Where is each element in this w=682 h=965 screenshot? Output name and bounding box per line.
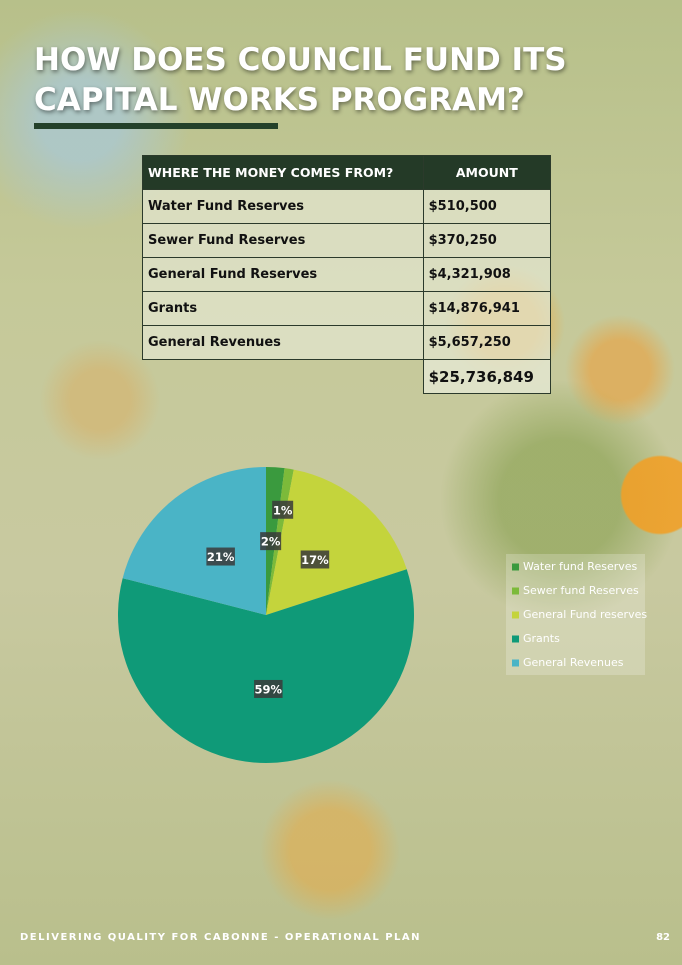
legend-swatch — [512, 563, 519, 571]
label-box — [260, 532, 282, 551]
funding-table: WHERE THE MONEY COMES FROM? AMOUNT Water… — [142, 155, 552, 394]
table-row: General Revenues $5,657,250 — [142, 325, 552, 360]
table-row: General Fund Reserves $4,321,908 — [142, 257, 552, 292]
legend-label: General Fund reserves — [523, 608, 647, 621]
amount-cell: $370,250 — [422, 223, 552, 258]
amount-cell: $510,500 — [422, 189, 552, 224]
total-cell: $25,736,849 — [422, 359, 552, 394]
label-box — [254, 679, 283, 698]
amount-cell: $5,657,250 — [422, 325, 552, 360]
pie-slice — [266, 469, 407, 615]
table-row: Water Fund Reserves $510,500 — [142, 189, 552, 224]
source-cell: Water Fund Reserves — [142, 189, 424, 224]
legend-label: Grants — [523, 632, 560, 645]
legend-swatch — [512, 659, 519, 667]
table-row: Sewer Fund Reserves $370,250 — [142, 223, 552, 258]
column-header: AMOUNT — [422, 155, 552, 190]
legend-swatch — [512, 611, 519, 619]
pie-slice — [118, 569, 415, 763]
pie-slice — [122, 467, 266, 615]
legend-swatch — [512, 587, 519, 595]
source-cell: General Fund Reserves — [142, 257, 424, 292]
table-row: Grants $14,876,941 — [142, 291, 552, 326]
column-header: WHERE THE MONEY COMES FROM? — [142, 155, 424, 190]
amount-cell: $4,321,908 — [422, 257, 552, 292]
source-cell: Sewer Fund Reserves — [142, 223, 424, 258]
label-box — [206, 547, 235, 566]
legend-label: General Revenues — [523, 656, 624, 669]
legend-swatch — [512, 635, 519, 643]
slice-label: 2% — [261, 535, 281, 549]
page-number: 82 — [656, 932, 670, 943]
title-rule — [34, 123, 278, 129]
legend-box — [506, 554, 645, 675]
footer-text: DELIVERING QUALITY FOR CABONNE - OPERATI… — [20, 932, 421, 943]
label-box — [300, 550, 330, 569]
total-row: $25,736,849 — [143, 359, 552, 394]
slice-label: 17% — [301, 553, 329, 567]
slice-label: 59% — [255, 682, 283, 696]
amount-cell: $14,876,941 — [422, 291, 552, 326]
source-cell: Grants — [142, 291, 424, 326]
source-cell: General Revenues — [142, 325, 424, 360]
slice-label: 1% — [273, 503, 293, 517]
legend-label: Sewer fund Reserves — [523, 584, 639, 597]
slice-label: 21% — [207, 550, 235, 564]
page-title: HOW DOES COUNCIL FUND ITS CAPITAL WORKS … — [34, 42, 567, 118]
legend-label: Water fund Reserves — [523, 560, 638, 573]
label-box — [272, 500, 294, 519]
